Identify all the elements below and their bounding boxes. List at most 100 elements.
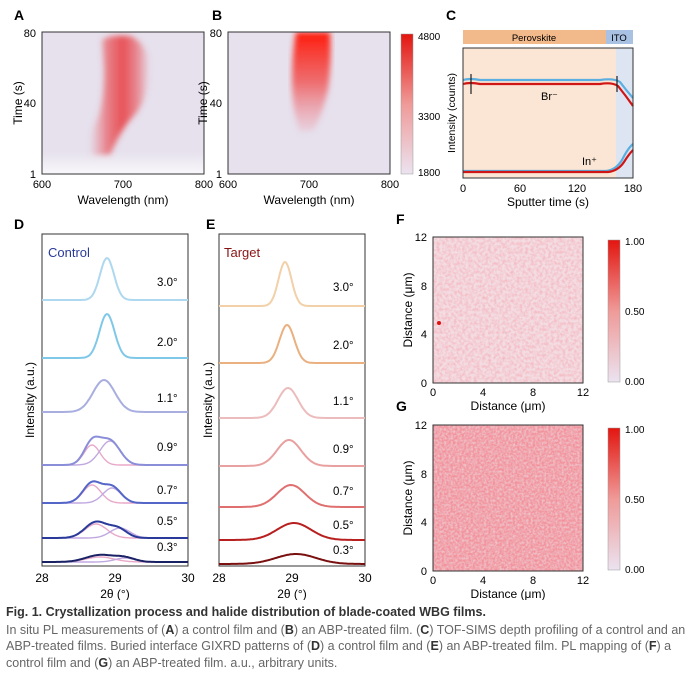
panel-a-letter: A (14, 7, 24, 23)
panel-d-angle-0.3: 0.3° (157, 542, 178, 554)
panel-g-xtick-0: 0 (430, 575, 436, 587)
panel-e-xtick-28: 28 (212, 571, 226, 585)
panel-e-curve-1 (219, 323, 365, 364)
panel-b-cbar-3300: 3300 (418, 112, 441, 123)
panel-c-ylabel: Intensity (counts) (446, 73, 458, 153)
panel-b-xtick-700: 700 (300, 179, 318, 191)
panel-e-curve-2 (219, 386, 365, 419)
caption-seg-3: ) an ABP-treated film. ( (293, 622, 421, 637)
panel-c-in-control-line (463, 143, 634, 173)
panel-g-cbar-1: 1.00 (625, 425, 645, 436)
panel-f-ytick-4: 4 (421, 329, 427, 341)
caption-ref-b: B (284, 622, 294, 637)
figure-caption: Fig. 1. Crystallization process and hali… (6, 604, 694, 671)
panel-d: D Control 3.0° 2.0° 1.1° 0.9° 0.7° 0.5° … (14, 216, 195, 600)
panel-f-xlabel: Distance (μm) (471, 399, 546, 413)
panel-c-xtick-0: 0 (460, 183, 466, 195)
panel-c: C Perovskite ITO Br⁻ In⁺ 0 60 120 180 Sp… (446, 7, 642, 209)
panel-c-perovskite-region (463, 48, 616, 178)
panel-g-xlabel: Distance (μm) (471, 587, 546, 600)
panel-d-letter: D (14, 216, 24, 232)
panel-b-cbar-4800: 4800 (418, 32, 441, 43)
panel-b-letter: B (212, 7, 222, 23)
panel-f-xtick-0: 0 (430, 387, 436, 399)
panel-d-curve-3 (42, 435, 188, 466)
panel-g-ytick-0: 0 (421, 566, 427, 578)
caption-seg-4: ) TOF-SIMS depth profiling of a control … (6, 622, 686, 654)
panel-f-xtick-8: 8 (530, 387, 536, 399)
panel-d-angle-1.1: 1.1° (157, 393, 178, 405)
panel-d-subpeak-curve (42, 527, 188, 539)
caption-seg-2: ) a control film and ( (174, 622, 285, 637)
panel-g-letter: G (396, 398, 407, 414)
panel-g-map-texture (433, 425, 583, 571)
panel-c-frame (462, 47, 634, 179)
panel-c-ito-label: ITO (611, 33, 627, 44)
panel-f-letter: F (396, 211, 405, 227)
panel-f-ylabel: Distance (μm) (401, 273, 415, 348)
panel-c-ito-bar (606, 30, 633, 44)
panel-b-ytick-40: 40 (210, 98, 222, 110)
panel-d-ylabel: Intensity (a.u.) (23, 362, 37, 438)
panel-c-xtick-120: 120 (568, 183, 586, 195)
panel-e-angle-3.0: 3.0° (333, 282, 354, 294)
panel-f-ytick-8: 8 (421, 281, 427, 293)
panel-e-xtick-29: 29 (285, 571, 299, 585)
panel-f-hotspot (437, 321, 441, 325)
panel-d-angle-0.9: 0.9° (157, 442, 178, 454)
panel-f-colorbar (607, 239, 621, 383)
panel-c-in-label: In⁺ (582, 156, 597, 168)
panel-c-xtick-180: 180 (624, 183, 642, 195)
panel-g-ytick-12: 12 (415, 420, 427, 432)
panel-e-angle-1.1: 1.1° (333, 396, 354, 408)
panel-e-curve-5 (219, 522, 365, 541)
panel-g-ytick-4: 4 (421, 517, 427, 529)
caption-ref-d: D (310, 639, 321, 653)
panel-e-curve-6 (219, 553, 365, 565)
panel-d-angle-0.5: 0.5° (157, 516, 178, 528)
panel-d-xtick-28: 28 (35, 571, 49, 585)
panel-a: A 80 40 1 600 700 800 Wavelength (nm) Ti… (11, 7, 213, 207)
panel-a-pl-band (42, 35, 204, 174)
panel-f-cbar-1: 1.00 (625, 237, 645, 248)
panel-a-xtick-800: 800 (195, 179, 213, 191)
panel-g-xtick-12: 12 (577, 575, 589, 587)
panel-d-curve-5 (42, 520, 188, 539)
panel-c-xlabel: Sputter time (s) (507, 195, 589, 209)
panel-c-ito-region (616, 48, 633, 178)
caption-seg-1: In situ PL measurements of ( (6, 622, 166, 637)
panel-d-curves (42, 257, 188, 563)
panel-d-xtick-29: 29 (108, 571, 122, 585)
caption-ref-a: A (165, 622, 175, 637)
caption-seg-8: ) an ABP-treated film. a.u., arbitrary u… (108, 655, 338, 670)
panel-d-curve-6 (42, 553, 188, 563)
panel-g-xtick-4: 4 (480, 575, 486, 587)
panel-a-xtick-700: 700 (114, 179, 132, 191)
caption-ref-g: G (98, 655, 109, 670)
panel-g-colorbar (607, 427, 621, 571)
panel-c-xtick-60: 60 (514, 183, 526, 195)
panel-f-map-texture (433, 237, 583, 383)
figure: A 80 40 1 600 700 800 Wavelength (nm) Ti… (11, 7, 645, 600)
panel-e-xtick-30: 30 (358, 571, 372, 585)
panel-b-ytick-1: 1 (216, 169, 222, 181)
panel-c-perovskite-label: Perovskite (512, 33, 556, 44)
panel-e-angle-0.9: 0.9° (333, 444, 354, 456)
panel-d-curve-4 (42, 480, 188, 504)
panel-g: G 12 8 4 0 0 4 8 12 Distance (μm) Distan… (396, 398, 645, 600)
panel-a-ytick-1: 1 (30, 169, 36, 181)
panel-b-xtick-800: 800 (381, 179, 399, 191)
panel-c-perovskite-bar (463, 30, 606, 44)
panel-b-xlabel: Wavelength (nm) (264, 193, 355, 207)
panel-e-angle-0.5: 0.5° (333, 520, 354, 532)
panel-e-title: Target (224, 245, 261, 260)
panel-e-angle-0.7: 0.7° (333, 486, 354, 498)
panel-b-xtick-600: 600 (219, 179, 237, 191)
panel-f-xtick-4: 4 (480, 387, 486, 399)
panel-d-xtick-30: 30 (181, 571, 195, 585)
panel-d-angle-0.7: 0.7° (157, 485, 178, 497)
panel-g-ytick-8: 8 (421, 469, 427, 481)
caption-text: In situ PL measurements of (A) a control… (6, 623, 685, 670)
panel-f-ytick-0: 0 (421, 378, 427, 390)
panel-d-angle-3.0: 3.0° (157, 277, 178, 289)
